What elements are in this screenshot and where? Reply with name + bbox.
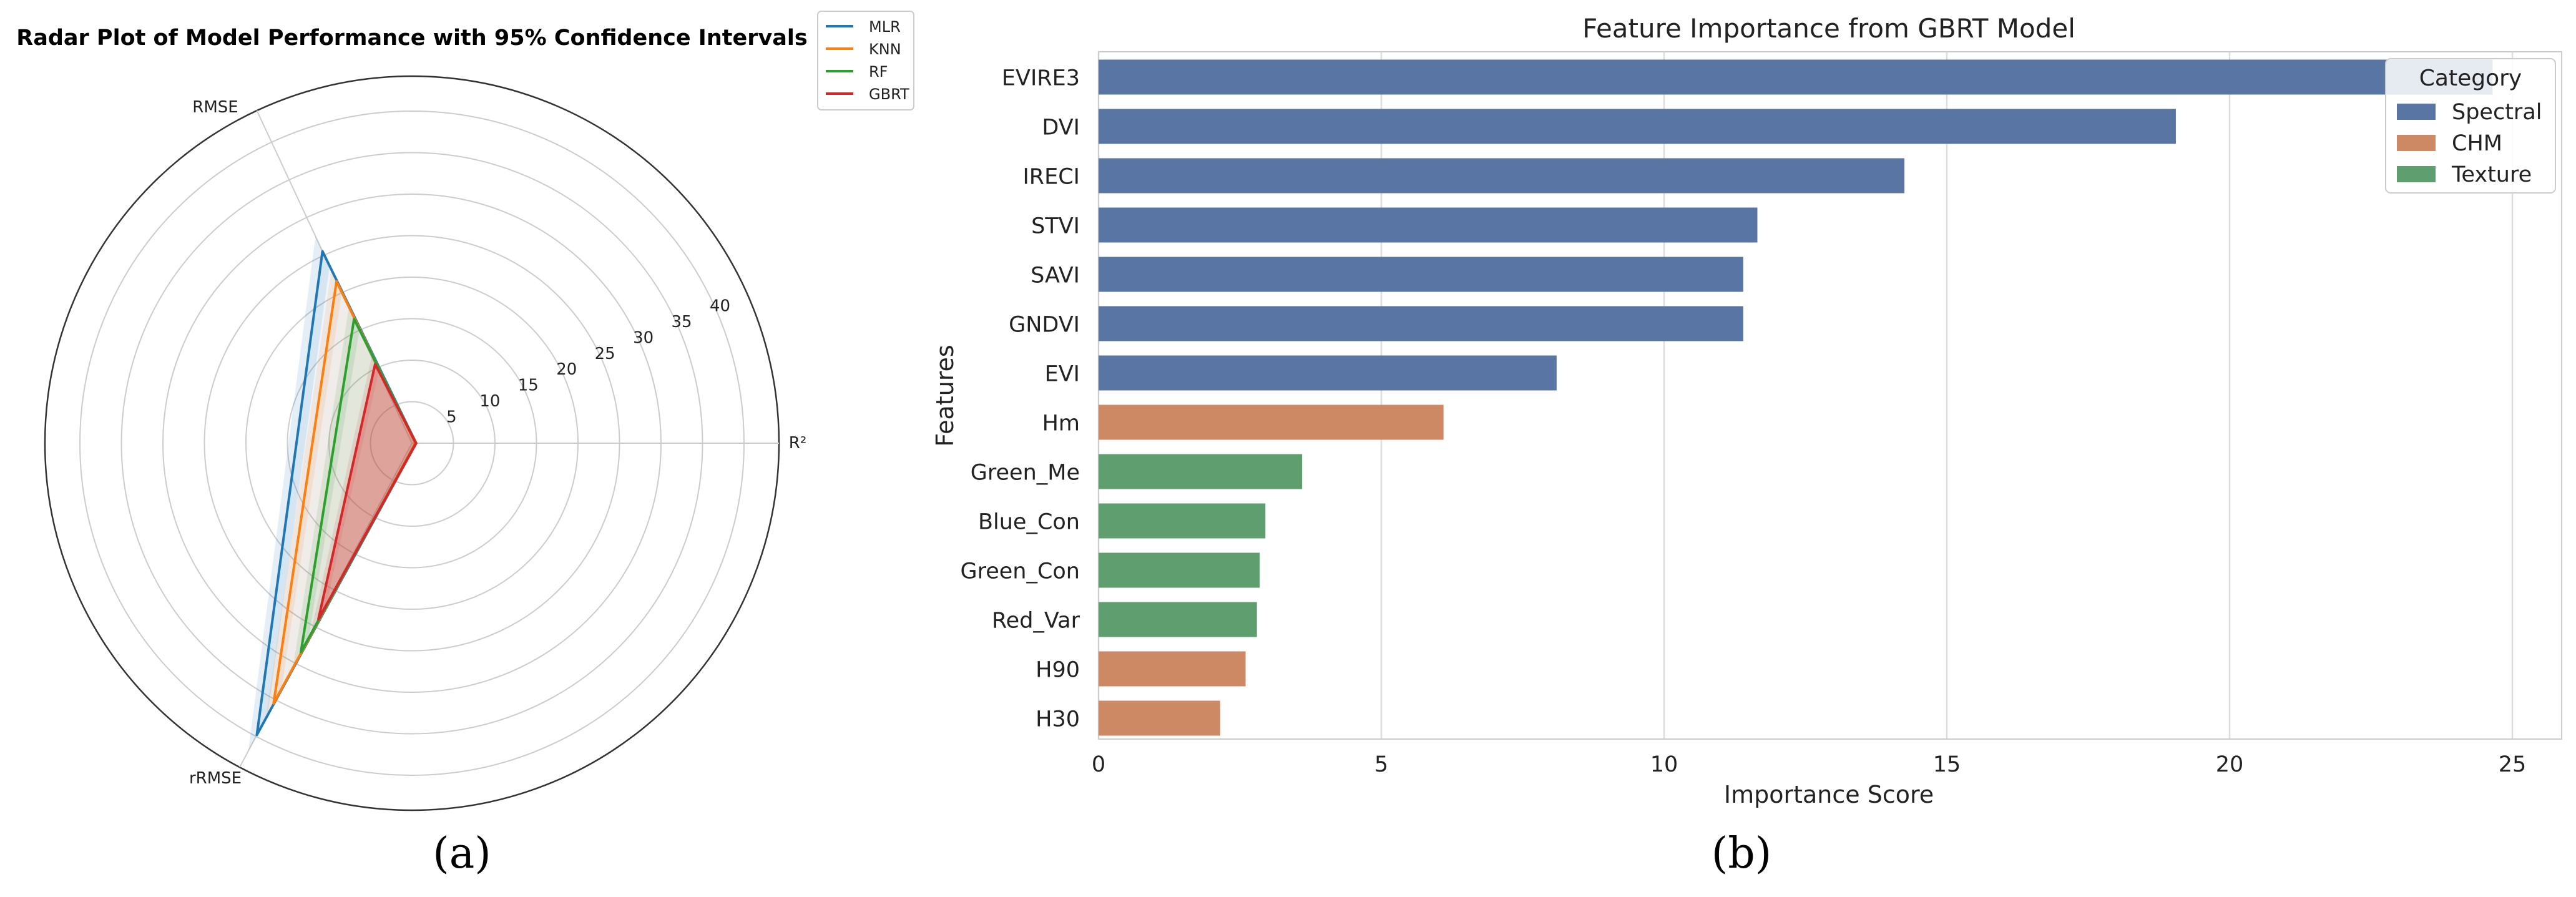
feature-label-h90: H90	[1036, 658, 1080, 683]
panel-label-b: (b)	[1712, 829, 1772, 878]
legend-label-spectral: Spectral	[2452, 100, 2542, 125]
plot-frame	[1098, 51, 2562, 740]
legend-frame	[2385, 58, 2556, 194]
y-axis-label: Features	[931, 345, 959, 446]
x-tick-label-20: 20	[2216, 752, 2244, 777]
legend-label-texture: Texture	[2451, 162, 2532, 187]
radar-tick-label-10: 10	[479, 392, 500, 411]
feature-label-dvi: DVI	[1042, 115, 1080, 140]
radar-legend-label-gbrt: GBRT	[869, 86, 909, 103]
bar-red_var	[1099, 602, 1257, 637]
radar-legend: MLR KNN RF GBRT	[817, 11, 914, 110]
bar-savi	[1099, 257, 1743, 292]
legend-swatch-chm	[2397, 135, 2436, 151]
x-tick-label-10: 10	[1650, 752, 1678, 777]
radar-legend-label-mlr: MLR	[869, 18, 901, 36]
radar-tick-label-25: 25	[595, 345, 615, 363]
radar-tick-label-40: 40	[710, 297, 730, 315]
feature-label-green_con: Green_Con	[960, 559, 1080, 584]
feature-label-savi: SAVI	[1031, 263, 1080, 288]
bar-chart: Feature Importance from GBRT Model EVIRE…	[931, 13, 2562, 878]
feature-label-green_me: Green_Me	[971, 461, 1080, 486]
radar-axis-label-0: R²	[789, 434, 807, 453]
bar-green_con	[1099, 552, 1260, 588]
feature-label-hm: Hm	[1042, 411, 1080, 436]
feature-label-blue_con: Blue_Con	[978, 510, 1080, 535]
legend-swatch-spectral	[2397, 104, 2436, 120]
bars	[1099, 59, 2493, 736]
radar-tick-label-20: 20	[556, 360, 577, 379]
feature-label-h30: H30	[1036, 707, 1080, 732]
x-axis-label: Importance Score	[1724, 781, 1934, 808]
radar-legend-label-knn: KNN	[869, 41, 901, 58]
feature-label-stvi: STVI	[1031, 214, 1080, 239]
x-tick-labels: 0 5 10 15 20 25	[1092, 752, 2526, 777]
feature-label-evire3: EVIRE3	[1002, 66, 1080, 91]
legend-swatch-texture	[2397, 166, 2436, 182]
x-tick-label-5: 5	[1374, 752, 1388, 777]
bar-green_me	[1099, 454, 1303, 489]
radar-axis-label-2: rRMSE	[189, 769, 242, 788]
feature-label-gndvi: GNDVI	[1009, 313, 1080, 338]
x-tick-label-0: 0	[1092, 752, 1105, 777]
radar-tick-label-35: 35	[672, 313, 692, 331]
legend-title: Category	[2419, 66, 2522, 91]
radar-tick-label-30: 30	[633, 328, 654, 347]
radar-axis-label-1: RMSE	[192, 98, 238, 117]
ci-band-mlr	[248, 236, 418, 752]
series-line-gbrt	[317, 363, 418, 620]
bar-stvi	[1099, 207, 1758, 243]
feature-labels: EVIRE3 DVI IRECI STVI SAVI GNDVI EVI Hm Green_Me…	[960, 66, 1080, 732]
radar-chart: Radar Plot of Model Performance with 95%…	[16, 11, 914, 878]
radar-title: Radar Plot of Model Performance with 95%…	[16, 26, 808, 51]
panel-label-a: (a)	[433, 829, 491, 878]
feature-label-evi: EVI	[1045, 362, 1080, 387]
legend-label-chm: CHM	[2452, 131, 2502, 156]
bar-evire3	[1099, 59, 2493, 95]
bar-h30	[1099, 700, 1220, 736]
bar-h90	[1099, 651, 1246, 687]
radar-tick-labels: 5 10 15 20 25 30 35 40	[446, 297, 730, 426]
bar-grid	[1097, 52, 2514, 739]
bar-dvi	[1099, 109, 2176, 144]
bar-gndvi	[1099, 306, 1743, 341]
bar-blue_con	[1099, 503, 1266, 539]
bar-evi	[1099, 355, 1557, 391]
radar-legend-label-rf: RF	[869, 63, 888, 81]
bar-hm	[1099, 404, 1444, 440]
bar-chart-title: Feature Importance from GBRT Model	[1582, 13, 2075, 44]
x-tick-label-25: 25	[2499, 752, 2527, 777]
radar-tick-label-15: 15	[518, 376, 539, 395]
bar-ireci	[1099, 158, 1905, 194]
feature-label-ireci: IRECI	[1022, 165, 1080, 190]
radar-tick-label-5: 5	[446, 408, 457, 427]
category-legend: Category Spectral CHM Texture	[2385, 58, 2556, 194]
radar-axis-labels: R² RMSE rRMSE	[189, 98, 806, 788]
radar-legend-frame	[817, 11, 914, 110]
radar-series	[255, 250, 418, 737]
feature-label-red_var: Red_Var	[992, 609, 1080, 634]
x-tick-label-15: 15	[1933, 752, 1961, 777]
